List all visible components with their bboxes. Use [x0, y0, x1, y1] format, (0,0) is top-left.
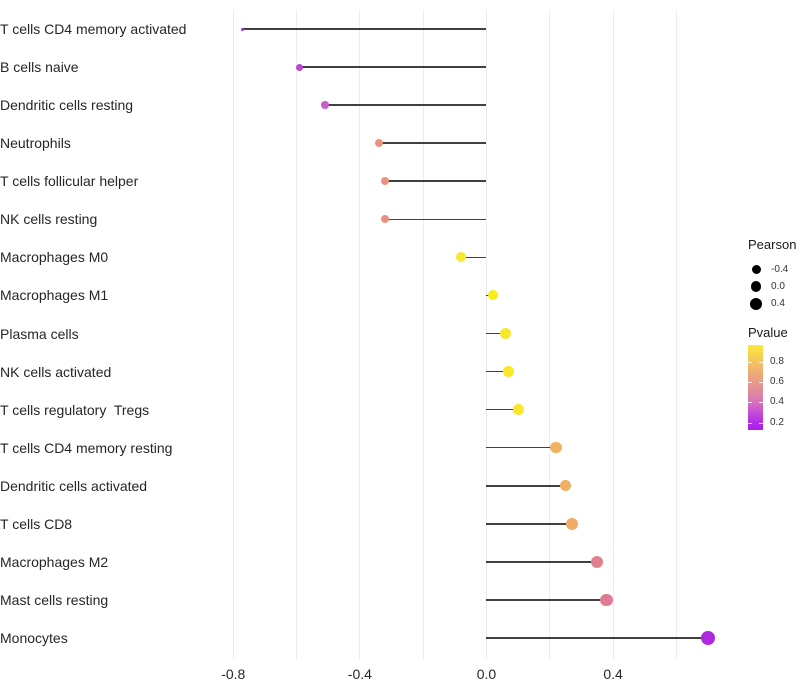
- category-label: NK cells resting: [0, 211, 98, 228]
- colorbar-tick: [748, 423, 752, 425]
- colorbar-tick: [759, 401, 763, 403]
- gridline: [232, 10, 234, 659]
- data-point: [241, 27, 245, 31]
- pvalue-colorbar-labels: 0.8 0.6 0.4 0.2: [748, 345, 798, 430]
- lollipop-stem: [242, 28, 487, 30]
- lollipop-stem: [486, 484, 566, 487]
- gridline: [549, 10, 551, 659]
- legend-size-dot-cell: [748, 297, 764, 310]
- data-point: [503, 366, 514, 377]
- lollipop-stem: [486, 332, 506, 335]
- category-label: Mast cells resting: [0, 591, 109, 608]
- category-label: T cells CD4 memory resting: [0, 439, 173, 456]
- lollipop-stem: [299, 66, 487, 68]
- legend-pearson-item: 0.0: [748, 278, 796, 295]
- lollipop-stem: [325, 104, 487, 106]
- legend-pearson-item: -0.4: [748, 261, 796, 278]
- pvalue-colorbar: [748, 345, 763, 430]
- legend-pearson-title: Pearson: [748, 237, 797, 252]
- legend-pearson-item-label: 0.4: [771, 298, 785, 309]
- legend-pearson-item-label: 0.0: [771, 281, 785, 292]
- legend-size-dot-cell: [748, 281, 764, 292]
- category-label: Neutrophils: [0, 135, 71, 152]
- lollipop-stem: [486, 599, 607, 601]
- lollipop-stem: [385, 180, 487, 183]
- colorbar-tick-label: 0.8: [770, 356, 784, 367]
- category-label: Dendritic cells resting: [0, 97, 134, 114]
- category-label: T cells follicular helper: [0, 173, 139, 190]
- gridline: [422, 10, 424, 659]
- colorbar-tick-label: 0.2: [770, 417, 784, 429]
- category-label: T cells regulatory Tregs: [0, 401, 150, 418]
- lollipop-stem: [486, 446, 557, 449]
- lollipop-stem: [486, 522, 572, 525]
- x-tick-label: -0.8: [221, 666, 246, 682]
- data-point: [487, 290, 498, 301]
- data-point: [512, 404, 524, 415]
- category-label: T cells CD4 memory activated: [0, 21, 187, 38]
- legend-pearson-items: -0.4 0.0 0.4: [748, 261, 796, 312]
- black-circle-icon: [751, 265, 761, 274]
- legend-pvalue: Pvalue 0.8 0.6 0.4 0.2: [748, 325, 788, 430]
- data-point: [296, 63, 304, 71]
- legend-pearson-item-label: -0.4: [771, 264, 789, 275]
- lollipop-stem: [461, 256, 487, 259]
- x-tick-label: 0.0: [476, 666, 497, 682]
- legend-pearson: Pearson -0.4 0.0 0.4: [748, 237, 796, 312]
- black-circle-icon: [750, 281, 762, 292]
- category-label: T cells CD8: [0, 515, 73, 532]
- data-point: [600, 593, 614, 607]
- gridline: [675, 10, 677, 659]
- black-circle-icon: [750, 297, 762, 310]
- lollipop-stem: [486, 561, 598, 563]
- data-point: [321, 101, 329, 109]
- lollipop-stem: [486, 637, 709, 639]
- category-label: Macrophages M2: [0, 553, 109, 570]
- gridline: [485, 10, 487, 659]
- data-point: [591, 555, 604, 568]
- category-label: Macrophages M1: [0, 287, 109, 304]
- category-label: Plasma cells: [0, 325, 79, 342]
- colorbar-tick-label: 0.4: [770, 395, 784, 407]
- colorbar-tick: [759, 362, 763, 363]
- lollipop-stem: [378, 142, 487, 144]
- legend-size-dot-cell: [748, 265, 764, 274]
- data-point: [381, 177, 390, 186]
- colorbar-tick-label: 0.6: [770, 375, 784, 387]
- x-tick-label: 0.4: [603, 666, 623, 682]
- x-tick-label: -0.4: [347, 666, 372, 682]
- gridline: [296, 10, 298, 659]
- gridline: [612, 10, 614, 659]
- lollipop-stem: [486, 370, 509, 373]
- category-label: NK cells activated: [0, 363, 112, 380]
- lollipop-stem: [385, 218, 487, 221]
- data-point: [374, 139, 383, 148]
- colorbar-tick: [748, 381, 752, 383]
- data-point: [500, 328, 511, 339]
- category-label: Dendritic cells activated: [0, 477, 148, 494]
- data-point: [559, 479, 572, 492]
- data-point: [700, 630, 716, 646]
- legend-pvalue-title: Pvalue: [748, 325, 788, 340]
- colorbar-tick: [748, 401, 752, 403]
- category-label: Macrophages M0: [0, 249, 109, 266]
- category-label: Monocytes: [0, 629, 68, 646]
- data-point: [381, 215, 390, 224]
- data-point: [566, 517, 578, 530]
- data-point: [456, 252, 467, 263]
- gridline: [359, 10, 361, 659]
- colorbar-tick: [748, 362, 752, 363]
- category-label: B cells naive: [0, 59, 79, 76]
- colorbar-tick: [759, 423, 763, 425]
- data-point: [550, 442, 562, 454]
- legend-pearson-item: 0.4: [748, 295, 796, 312]
- lollipop-stem: [486, 408, 519, 411]
- colorbar-tick: [759, 381, 763, 383]
